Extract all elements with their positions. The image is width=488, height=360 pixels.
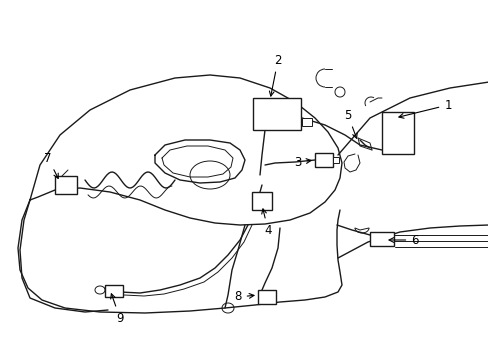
Bar — [332, 157, 338, 163]
Bar — [369, 232, 393, 246]
Bar — [381, 112, 413, 154]
Bar — [252, 98, 301, 130]
Text: 6: 6 — [388, 234, 418, 247]
Text: 3: 3 — [294, 156, 310, 168]
Bar — [251, 192, 271, 210]
Text: 7: 7 — [44, 152, 58, 179]
Text: 8: 8 — [234, 291, 253, 303]
Bar — [55, 176, 77, 194]
Text: 9: 9 — [110, 294, 123, 324]
Bar — [314, 153, 332, 167]
Text: 4: 4 — [261, 209, 271, 237]
Bar — [258, 290, 275, 304]
Text: 2: 2 — [269, 54, 281, 96]
Text: 5: 5 — [344, 108, 356, 138]
Bar — [302, 118, 311, 126]
Text: 1: 1 — [398, 99, 451, 118]
Bar — [105, 285, 123, 297]
